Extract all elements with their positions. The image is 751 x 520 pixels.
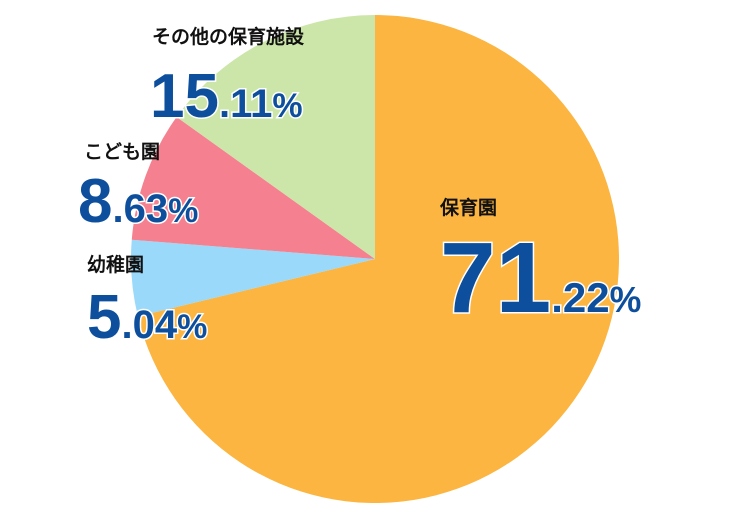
value-label: 15.11% (150, 62, 303, 131)
category-label: その他の保育施設 (152, 25, 305, 48)
value-label: 5.04% (87, 283, 207, 352)
value-part: .04 (121, 303, 177, 347)
value-part: % (168, 192, 198, 230)
category-label: 保育園 (439, 196, 497, 219)
value-label: 71.22% (440, 222, 641, 334)
value-part: 71 (440, 222, 551, 334)
pie-slice (131, 116, 375, 259)
value-part: .63 (112, 187, 168, 231)
value-part: 15 (150, 62, 219, 131)
pie-slice (176, 15, 375, 259)
value-part: 5 (87, 283, 121, 352)
value-part: % (610, 280, 642, 320)
value-part: .22 (551, 274, 609, 321)
value-label: 8.63% (78, 167, 198, 236)
value-part: % (177, 308, 207, 346)
category-label: こども園 (84, 141, 160, 163)
pie-slice (137, 15, 620, 504)
value-part: .11 (219, 82, 272, 126)
pie-slice (131, 239, 375, 317)
value-part: 8 (78, 167, 112, 236)
category-label: 幼稚園 (87, 253, 144, 276)
value-part: % (272, 87, 302, 125)
